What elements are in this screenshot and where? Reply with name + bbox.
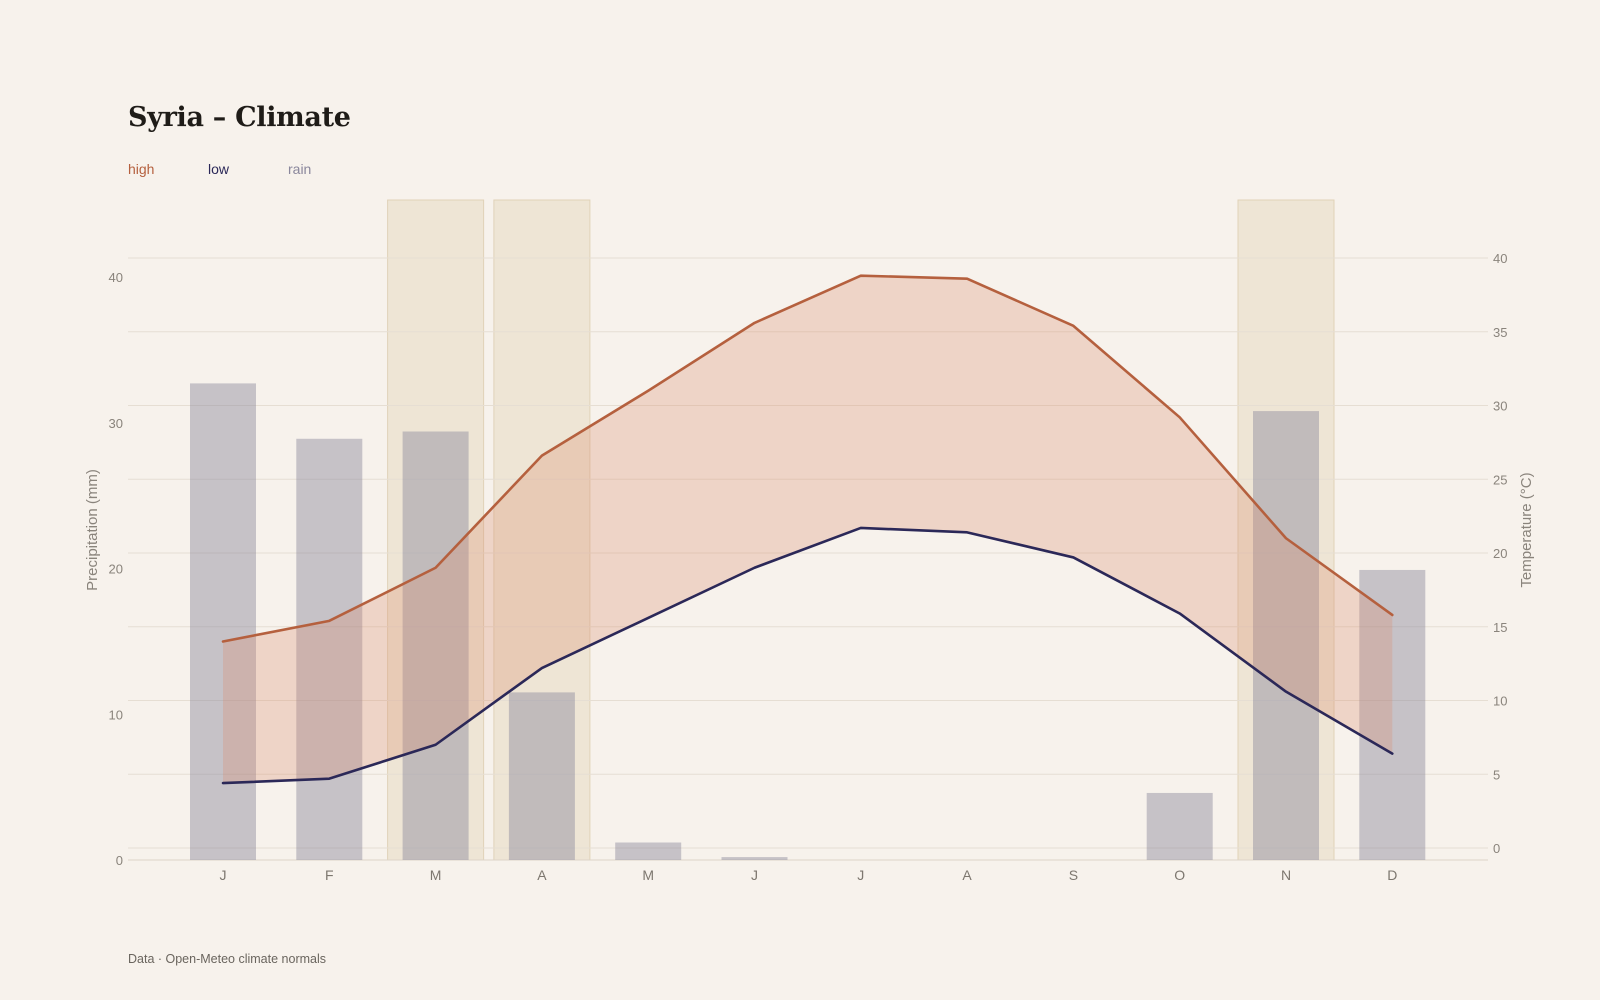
chart-title: Syria – Climate — [128, 102, 351, 133]
rain-bar-0 — [190, 383, 256, 860]
rain-bar-4 — [615, 842, 682, 860]
rain-bar-11 — [1359, 569, 1426, 860]
left-tick-20: 20 — [109, 562, 123, 577]
right-tick-35: 35 — [1493, 325, 1507, 340]
highlight-band-3 — [493, 199, 591, 861]
left-axis-title: Precipitation (mm) — [84, 469, 101, 591]
month-label-7: A — [962, 867, 972, 883]
highlight-band-2 — [387, 199, 485, 861]
right-axis-title: Temperature (°C) — [1518, 472, 1535, 587]
month-label-4: M — [642, 867, 654, 883]
temperature-band — [223, 275, 1393, 784]
right-tick-5: 5 — [1493, 767, 1500, 782]
left-axis-ticks: 0 10 20 30 40 — [109, 270, 123, 868]
right-axis-ticks: 0 5 10 15 20 25 30 35 40 — [1493, 251, 1507, 856]
left-tick-10: 10 — [109, 707, 123, 722]
month-label-3: A — [537, 867, 547, 883]
month-label-6: J — [857, 867, 864, 883]
high-low-area — [223, 275, 1393, 784]
right-tick-30: 30 — [1493, 399, 1507, 414]
high-temperature-line — [221, 274, 1394, 643]
temperature-lines — [221, 274, 1394, 785]
month-label-9: O — [1174, 867, 1185, 883]
rain-bar-3 — [508, 692, 575, 860]
right-tick-20: 20 — [1493, 546, 1507, 561]
legend-low: low — [208, 161, 230, 177]
month-label-1: F — [325, 867, 334, 883]
left-tick-40: 40 — [109, 270, 123, 285]
right-tick-25: 25 — [1493, 472, 1507, 487]
highlight-bands — [387, 199, 1335, 861]
right-tick-10: 10 — [1493, 694, 1507, 709]
rain-bar-10 — [1253, 411, 1319, 860]
highlight-band-10 — [1237, 199, 1335, 861]
right-tick-40: 40 — [1493, 251, 1507, 266]
left-tick-30: 30 — [109, 416, 123, 431]
legend-high: high — [128, 161, 155, 177]
rain-bar-5 — [721, 857, 788, 860]
rain-bar-1 — [296, 438, 363, 860]
gridlines — [128, 257, 1488, 861]
left-tick-0: 0 — [116, 853, 123, 868]
rain-bars — [190, 383, 1426, 860]
right-tick-15: 15 — [1493, 620, 1507, 635]
rain-bar-9 — [1146, 792, 1213, 860]
month-label-10: N — [1281, 867, 1291, 883]
rain-bar-2 — [402, 431, 469, 860]
month-label-0: J — [220, 867, 227, 883]
month-label-2: M — [430, 867, 442, 883]
month-label-5: J — [751, 867, 758, 883]
month-label-8: S — [1069, 867, 1078, 883]
right-tick-0: 0 — [1493, 841, 1500, 856]
month-label-11: D — [1387, 867, 1397, 883]
data-source-note: Data · Open-Meteo climate normals — [128, 952, 326, 966]
low-temperature-line — [221, 526, 1394, 785]
legend-rain: rain — [288, 161, 312, 177]
